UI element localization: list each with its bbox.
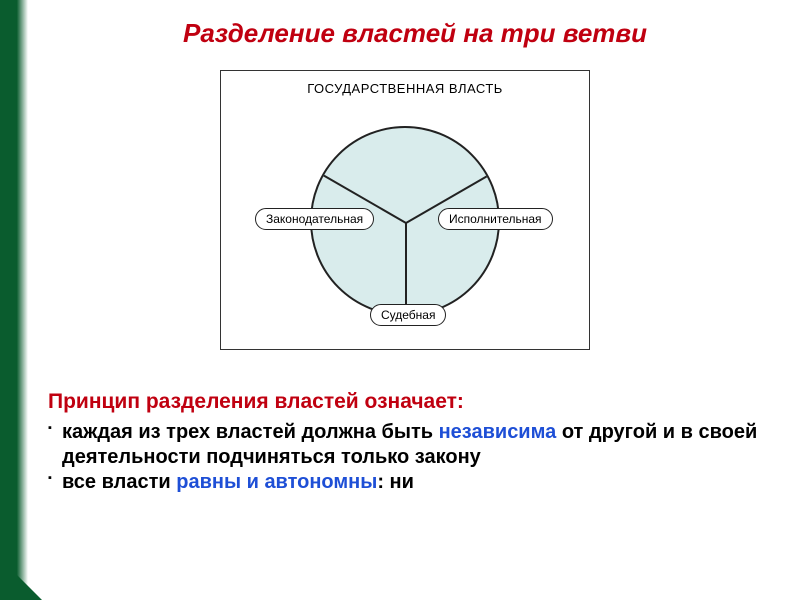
bullet-text-pre: все власти: [62, 471, 176, 493]
diagram-header: ГОСУДАРСТВЕННАЯ ВЛАСТЬ: [221, 81, 589, 96]
slice-label-executive: Исполнительная: [438, 208, 553, 230]
slide-title: Разделение властей на три ветви: [60, 18, 770, 49]
corner-decoration: [0, 558, 42, 600]
principle-item: все власти равны и автономны: ни: [48, 470, 770, 495]
slice-label-legislative: Законодательная: [255, 208, 374, 230]
bullet-highlight: равны и автономны: [176, 471, 377, 493]
principle-item: каждая из трех властей должна быть незав…: [48, 420, 770, 470]
left-accent-bar: [0, 0, 28, 600]
pie-chart: Законодательная Исполнительная Судебная: [310, 126, 500, 316]
bullet-highlight: независима: [439, 421, 557, 443]
pie-divider: [405, 223, 407, 316]
bullet-text-post: : ни: [377, 471, 414, 493]
bullet-text-pre: каждая из трех властей должна быть: [62, 421, 439, 443]
diagram-frame: ГОСУДАРСТВЕННАЯ ВЛАСТЬ Законодательная И…: [220, 70, 590, 350]
slice-label-judicial: Судебная: [370, 304, 446, 326]
principle-block: Принцип разделения властей означает: каж…: [48, 390, 770, 495]
principle-list: каждая из трех властей должна быть незав…: [48, 420, 770, 495]
principle-heading: Принцип разделения властей означает:: [48, 390, 770, 414]
